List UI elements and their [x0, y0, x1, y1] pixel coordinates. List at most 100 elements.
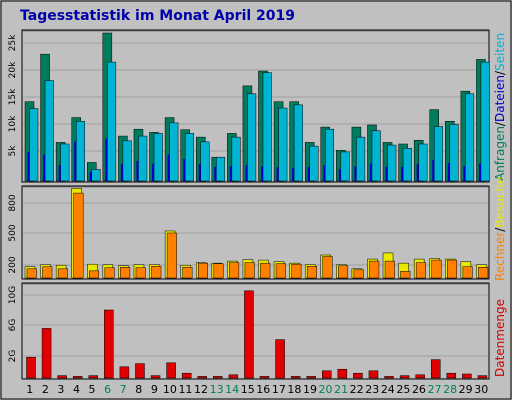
- bar-datenmenge: [275, 339, 285, 379]
- x-tick-label: 28: [443, 383, 457, 396]
- y-tick-label: 20k: [8, 61, 18, 78]
- x-tick-label: 15: [241, 383, 255, 396]
- bar-rechner: [151, 265, 162, 279]
- legend-item-dateien: Dateien: [493, 75, 507, 122]
- bar-datenmenge: [135, 363, 145, 379]
- legend-item-seiten: Seiten: [493, 33, 507, 71]
- x-tick-label: 21: [334, 383, 348, 396]
- bar-seiten: [293, 104, 303, 182]
- bar-rechner: [120, 267, 131, 279]
- x-tick-label: 25: [396, 383, 410, 396]
- legend-item-besuche: Besuche: [493, 177, 507, 228]
- bar-seiten: [371, 130, 381, 182]
- bar-dateien: [261, 166, 263, 181]
- x-tick-label: 14: [225, 383, 239, 396]
- x-tick-label: 10: [163, 383, 177, 396]
- bar-dateien: [447, 163, 450, 181]
- bar-seiten: [340, 151, 350, 182]
- bar-rechner: [182, 267, 193, 279]
- bar-rechner: [400, 271, 411, 279]
- y-tick-label: 5k: [8, 145, 18, 157]
- bar-dateien: [245, 165, 248, 181]
- bar-rechner: [415, 262, 426, 279]
- bar-dateien: [478, 163, 481, 181]
- bar-rechner: [42, 266, 53, 279]
- x-tick-label: 6: [104, 383, 111, 396]
- bar-datenmenge: [166, 362, 176, 379]
- bar-seiten: [402, 147, 412, 182]
- bar-seiten: [465, 93, 475, 182]
- bar-dateien: [136, 160, 139, 181]
- bar-rechner: [213, 263, 224, 279]
- bar-seiten: [262, 72, 272, 182]
- x-tick-label: 19: [303, 383, 317, 396]
- y-tick-label: 800: [8, 194, 18, 211]
- bar-datenmenge: [57, 375, 67, 379]
- bar-datenmenge: [477, 375, 488, 379]
- bar-seiten: [107, 61, 117, 182]
- bar-datenmenge: [104, 309, 114, 379]
- x-tick-label: 13: [210, 383, 224, 396]
- bar-rechner: [431, 259, 442, 279]
- legend-item-datenmenge: Datenmenge: [493, 299, 507, 377]
- bar-rechner: [229, 262, 240, 279]
- bar-seiten: [433, 126, 443, 182]
- bar-seiten: [138, 135, 148, 182]
- bar-dateien: [58, 165, 61, 181]
- x-tick-label: 26: [412, 383, 426, 396]
- x-tick-label: 1: [26, 383, 33, 396]
- chart-panels: 25k 20k 15k 10k 5k 800 500 200 10G 6G 2G: [8, 29, 490, 380]
- bar-rechner: [275, 263, 286, 279]
- bar-seiten: [29, 108, 39, 182]
- bar-dateien: [307, 166, 310, 181]
- bar-dateien: [385, 166, 388, 181]
- bar-dateien: [292, 167, 295, 181]
- x-tick-label: 23: [365, 383, 379, 396]
- bar-seiten: [356, 136, 366, 182]
- x-tick-label: 17: [272, 383, 286, 396]
- x-tick-label: 11: [178, 383, 192, 396]
- bar-datenmenge: [181, 372, 192, 379]
- bar-rechner: [462, 266, 473, 279]
- y-tick-label: 25k: [8, 34, 18, 51]
- x-tick-label: 5: [89, 383, 96, 396]
- bar-dateien: [74, 141, 77, 181]
- bar-seiten: [309, 145, 319, 182]
- bar-seiten: [231, 136, 241, 182]
- bar-dateien: [432, 159, 435, 181]
- bar-rechner: [260, 262, 271, 279]
- bar-rechner: [104, 267, 115, 279]
- bar-seiten: [75, 121, 85, 182]
- chart-title: Tagesstatistik im Monat April 2019: [20, 8, 295, 24]
- legend-separator: /: [493, 70, 507, 75]
- bar-seiten: [278, 107, 288, 182]
- bar-datenmenge: [41, 328, 52, 379]
- bar-dateien: [369, 163, 372, 181]
- x-tick-label: 24: [381, 383, 395, 396]
- bar-seiten: [60, 143, 70, 182]
- bar-rechner: [291, 263, 302, 279]
- panel-visits: 800 500 200: [8, 185, 490, 280]
- bar-dateien: [183, 158, 186, 181]
- y-tick-label: 2G: [8, 350, 18, 363]
- bar-rechner: [166, 232, 177, 279]
- panel-frame: [21, 282, 490, 380]
- bar-dateien: [152, 163, 155, 181]
- y-tick-label: 10G: [8, 286, 18, 304]
- x-axis-labels: 1 2 3 4 5 6 7 8 9 10 11 12 13 14 15 16 17 18 19 20 21 22 23 24 2…: [26, 383, 488, 396]
- bar-rechner: [73, 192, 84, 279]
- bar-datenmenge: [462, 373, 472, 379]
- bar-dateien: [401, 166, 404, 181]
- legend-text: Datenmenge: [493, 299, 507, 377]
- bar-rechner: [447, 259, 458, 279]
- y-tick-label: 10k: [8, 115, 18, 132]
- bar-seiten: [325, 128, 335, 182]
- x-tick-label: 27: [428, 383, 442, 396]
- legend-item-rechner: Rechner: [493, 232, 507, 281]
- bar-dateien: [416, 164, 419, 181]
- bar-seiten: [153, 133, 163, 182]
- bar-seiten: [44, 80, 54, 182]
- bar-seiten: [247, 93, 257, 182]
